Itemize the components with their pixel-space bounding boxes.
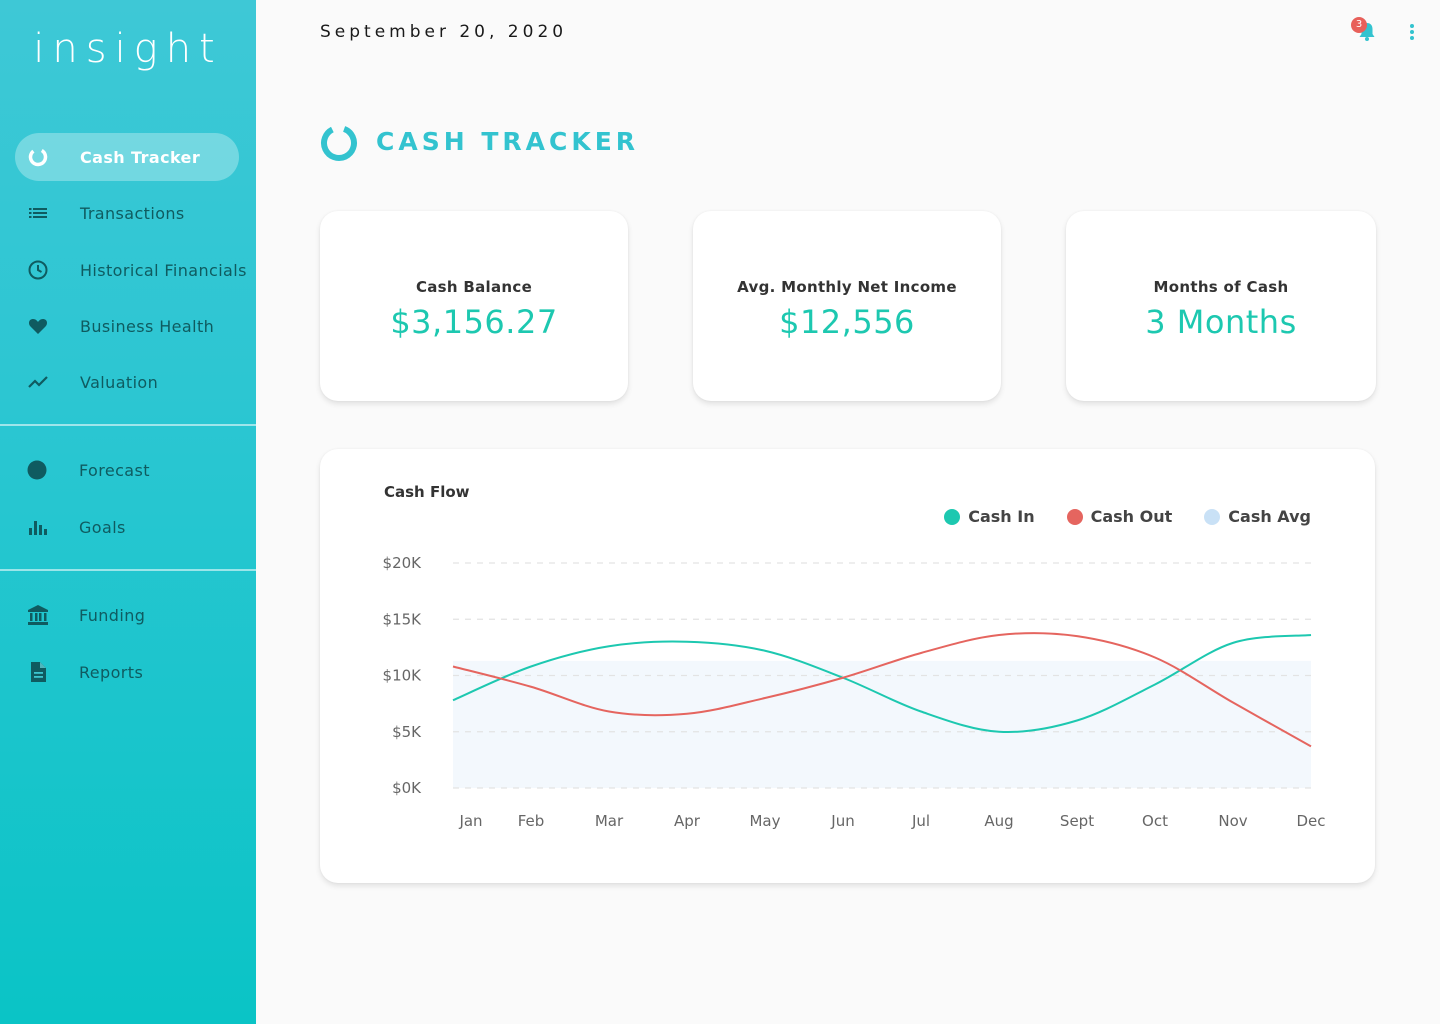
sidebar-item-label: Transactions: [80, 203, 185, 223]
series-line-cash-in: [452, 634, 1312, 734]
kpi-label: Cash Balance: [415, 278, 533, 296]
sidebar-divider: [0, 424, 256, 426]
x-tick-label: Sept: [1060, 812, 1094, 830]
list-icon: [27, 202, 49, 224]
bank-icon: [27, 604, 49, 626]
series-line-cash-out: [452, 632, 1312, 748]
kpi-card-avg-monthly-net-income: Avg. Monthly Net Income $12,556: [693, 211, 1001, 401]
legend-label: Cash Avg: [1228, 507, 1311, 526]
sidebar-item-label: Goals: [79, 517, 126, 537]
y-tick-label: $0K: [392, 779, 422, 797]
page-title: CASH TRACKER: [376, 127, 640, 156]
kpi-card-cash-balance: Cash Balance $3,156.27: [320, 211, 628, 401]
kpi-label: Months of Cash: [1153, 278, 1289, 296]
legend-label: Cash Out: [1090, 507, 1173, 526]
sidebar-item-label: Funding: [79, 605, 146, 625]
sidebar-item-label: Cash Tracker: [80, 147, 201, 167]
cash-avg-area: [453, 660, 1311, 788]
legend-item-cash-avg[interactable]: Cash Avg: [1204, 507, 1311, 526]
x-tick-label: Feb: [518, 812, 545, 830]
more-options-icon[interactable]: [1402, 20, 1422, 44]
legend-swatch: [1204, 508, 1221, 525]
kpi-card-months-of-cash: Months of Cash 3 Months: [1066, 211, 1376, 401]
sidebar-item-label: Historical Financials: [80, 260, 247, 280]
donut-icon: [27, 146, 49, 168]
sidebar-item-goals[interactable]: Goals: [15, 503, 239, 551]
legend-swatch: [944, 508, 961, 525]
sidebar-item-forecast[interactable]: Forecast: [15, 446, 239, 494]
x-tick-label: Jul: [911, 812, 930, 830]
kpi-value: $12,556: [779, 303, 915, 341]
sidebar-item-valuation[interactable]: Valuation: [15, 358, 239, 406]
heart-icon: [27, 315, 49, 337]
legend-swatch: [1066, 508, 1083, 525]
sidebar-item-funding[interactable]: Funding: [15, 591, 239, 639]
sidebar-item-business-health[interactable]: Business Health: [15, 302, 239, 350]
x-tick-label: May: [749, 812, 780, 830]
bar-chart-icon: [27, 516, 49, 538]
kpi-value: 3 Months: [1145, 303, 1297, 341]
sidebar-item-cash-tracker[interactable]: Cash Tracker: [15, 133, 239, 181]
chart-legend: Cash In Cash Out Cash Avg: [912, 507, 1311, 526]
kpi-value: $3,156.27: [390, 303, 558, 341]
x-tick-label: Jan: [458, 812, 482, 830]
circle-icon: [27, 459, 49, 481]
kpi-label: Avg. Monthly Net Income: [737, 278, 957, 296]
y-tick-label: $20K: [383, 554, 423, 572]
sidebar-item-label: Forecast: [79, 460, 150, 480]
sidebar-item-reports[interactable]: Reports: [15, 648, 239, 696]
y-tick-label: $15K: [383, 610, 423, 628]
cash-flow-chart: $0K $5K $10K $15K $20K Jan Feb Mar Apr May Jun Jul A…: [383, 554, 1326, 830]
x-tick-label: Apr: [674, 812, 701, 830]
legend-label: Cash In: [968, 507, 1035, 526]
clock-icon: [27, 259, 49, 281]
x-tick-label: Nov: [1218, 812, 1247, 830]
brand-logo: insight: [33, 26, 223, 72]
chart-title: Cash Flow: [384, 483, 470, 501]
x-tick-label: Mar: [595, 812, 624, 830]
current-date: September 20, 2020: [320, 22, 568, 42]
y-tick-label: $5K: [392, 723, 422, 741]
sidebar-divider: [0, 569, 256, 571]
sidebar-item-label: Reports: [79, 662, 144, 682]
x-tick-label: Jun: [830, 812, 854, 830]
y-tick-label: $10K: [383, 667, 423, 685]
cash-tracker-donut-icon: [320, 124, 358, 162]
sidebar: insight Cash Tracker Transactions Histor…: [0, 0, 256, 1024]
sidebar-item-transactions[interactable]: Transactions: [15, 189, 239, 237]
document-icon: [27, 661, 49, 683]
sidebar-item-label: Valuation: [80, 372, 159, 392]
legend-item-cash-in[interactable]: Cash In: [944, 507, 1035, 526]
x-tick-label: Dec: [1296, 812, 1325, 830]
legend-item-cash-out[interactable]: Cash Out: [1066, 507, 1173, 526]
sidebar-item-historical-financials[interactable]: Historical Financials: [15, 246, 246, 294]
x-tick-label: Oct: [1142, 812, 1168, 830]
x-tick-label: Aug: [984, 812, 1013, 830]
trend-line-icon: [27, 371, 49, 393]
notification-badge: 3: [1351, 17, 1367, 33]
cash-flow-chart-card: Cash Flow Cash In Cash Out Cash Avg $0K $…: [320, 449, 1375, 883]
sidebar-item-label: Business Health: [80, 316, 215, 336]
